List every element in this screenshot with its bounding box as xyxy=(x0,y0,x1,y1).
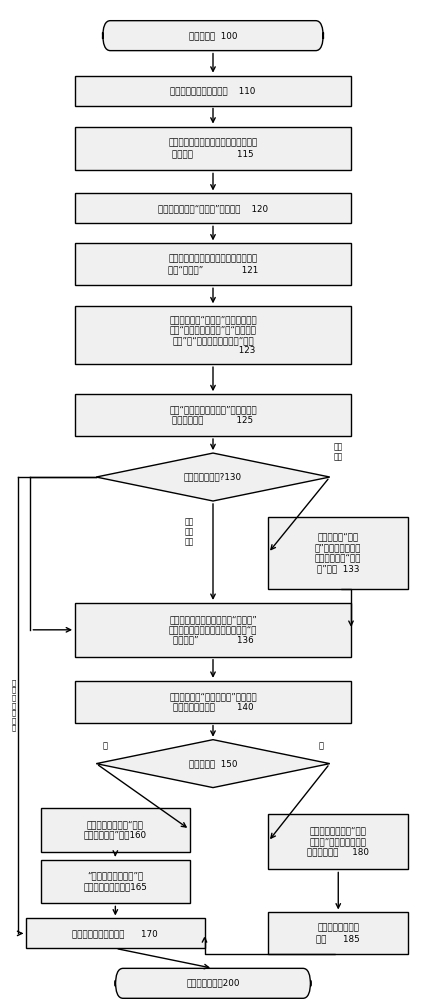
Bar xyxy=(75,603,351,657)
Text: 设置写操作结果为成功      170: 设置写操作结果为成功 170 xyxy=(72,929,158,938)
Bar xyxy=(75,76,351,106)
Text: 去除掉冗余“文件
块”，建立最新已修
改且不冗余的“文件
块”序列  133: 去除掉冗余“文件 块”，建立最新已修 改且不冗余的“文件 块”序列 133 xyxy=(315,533,362,573)
Bar xyxy=(41,859,190,903)
Text: 否: 否 xyxy=(319,741,324,750)
Text: 获取文件所要写操作区域    110: 获取文件所要写操作区域 110 xyxy=(170,86,256,95)
Text: 继
续
执
行
写
操
作: 继 续 执 行 写 操 作 xyxy=(12,679,16,731)
Text: 习题
冗余: 习题 冗余 xyxy=(334,442,343,462)
FancyBboxPatch shape xyxy=(103,21,323,51)
Bar xyxy=(75,394,351,436)
Text: 针对上步骤的“纠删数据块”分别上传
到指定网盘装置中        140: 针对上步骤的“纠删数据块”分别上传 到指定网盘装置中 140 xyxy=(169,692,257,711)
Bar xyxy=(75,127,351,170)
Text: 上传成功？  150: 上传成功？ 150 xyxy=(189,759,237,768)
Text: 更新相关元信息到“文件
系统元服务器”装置160: 更新相关元信息到“文件 系统元服务器”装置160 xyxy=(84,820,147,839)
Bar xyxy=(75,193,351,223)
Bar xyxy=(41,808,190,852)
Text: 针对上述最新“文件块”序列，计算并
上传“文件块指纹摘要”和“文件指纹
摘要”到“文件系统元服务器”装置
                         12: 针对上述最新“文件块”序列，计算并 上传“文件块指纹摘要”和“文件指纹 摘要”到… xyxy=(169,315,257,355)
Text: 转化为所要写的“文件块”编号序列    120: 转化为所要写的“文件块”编号序列 120 xyxy=(158,204,268,213)
Bar xyxy=(26,918,204,948)
FancyBboxPatch shape xyxy=(115,968,311,998)
Text: 采用最新写区域数据进行覆盖合并生成
最新“文件块”              121: 采用最新写区域数据进行覆盖合并生成 最新“文件块” 121 xyxy=(168,255,258,274)
Text: “文件系统元服务器”装
置做进一步冗余处理165: “文件系统元服务器”装 置做进一步冗余处理165 xyxy=(83,872,147,891)
Bar xyxy=(75,306,351,364)
Text: 设置写操作结果为
失败      185: 设置写操作结果为 失败 185 xyxy=(317,924,360,943)
Bar xyxy=(268,912,409,954)
Polygon shape xyxy=(96,453,330,501)
Text: 是: 是 xyxy=(102,741,107,750)
Text: 非冗
余继
继写: 非冗 余继 继写 xyxy=(185,517,194,547)
Text: 获取系统全局配置信息、用户信息以及
网盘信息                115: 获取系统全局配置信息、用户信息以及 网盘信息 115 xyxy=(168,139,258,158)
Text: 写操作请求  100: 写操作请求 100 xyxy=(189,31,237,40)
Text: 等待“文件系统元服务器”装置给出判
断冗余的结果            125: 等待“文件系统元服务器”装置给出判 断冗余的结果 125 xyxy=(169,405,257,425)
Bar xyxy=(75,243,351,285)
Text: 针对上述已修改且不冗余的“文件块”
序列进行纠删码算法编码生成多组“纠
删数据块”              136: 针对上述已修改且不冗余的“文件块” 序列进行纠删码算法编码生成多组“纠 删数据块… xyxy=(169,615,257,645)
Bar xyxy=(268,814,409,869)
Bar xyxy=(268,517,409,589)
Text: 针对上述已上传的“纠删
数据块”分别删除其网盘
装置中的数据     180: 针对上述已上传的“纠删 数据块”分别删除其网盘 装置中的数据 180 xyxy=(307,827,369,856)
Polygon shape xyxy=(96,740,330,788)
Text: 返回写操作结果200: 返回写操作结果200 xyxy=(186,979,240,988)
Bar xyxy=(75,681,351,723)
Text: 文件数据冗余吗?130: 文件数据冗余吗?130 xyxy=(184,473,242,482)
